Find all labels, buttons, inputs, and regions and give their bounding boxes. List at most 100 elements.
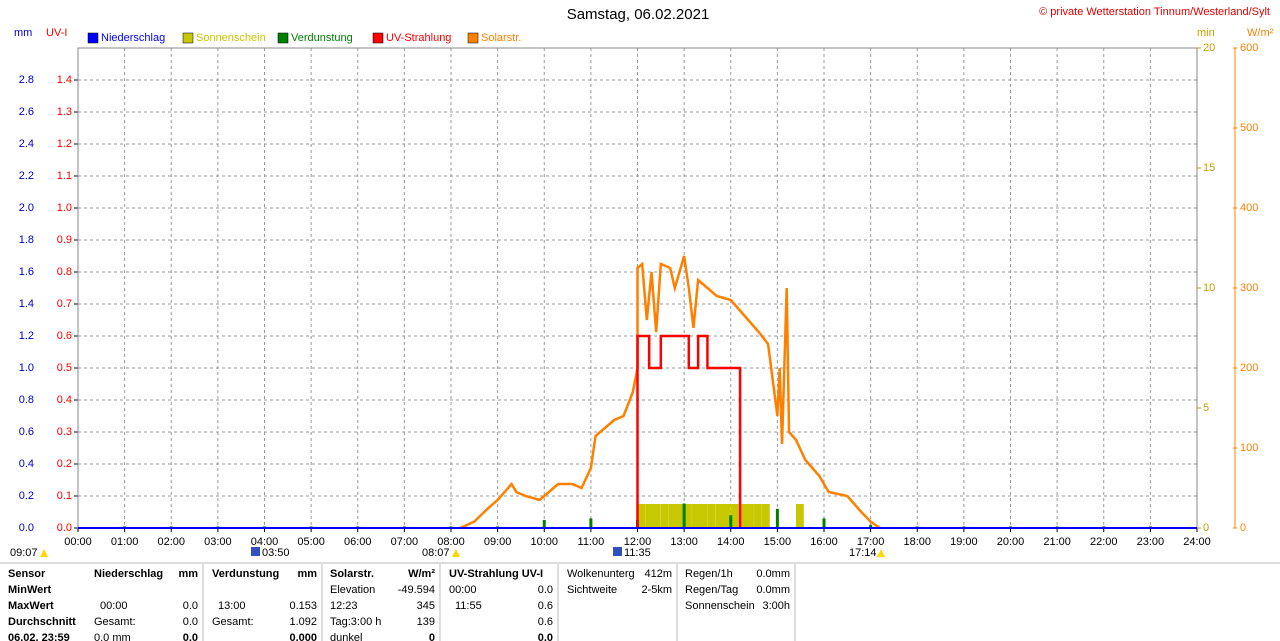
y-tick-label: 0.9 <box>57 234 72 246</box>
table-cell: Elevation <box>330 584 375 596</box>
x-tick-label: 23:00 <box>1137 536 1165 548</box>
table-cell: 0.6 <box>538 616 553 628</box>
table-cell: 2-5km <box>641 584 672 596</box>
table-cell: Solarstr. <box>330 568 374 580</box>
legend-swatch <box>87 32 99 44</box>
sun-icon <box>40 549 48 557</box>
y-tick-label: 300 <box>1240 282 1258 294</box>
annotation: 17:14 <box>849 547 877 559</box>
table-cell: W/m² <box>408 568 435 580</box>
legend-swatch <box>467 32 479 44</box>
table-cell: Gesamt: <box>212 616 254 628</box>
y-tick-label: 2.6 <box>19 106 34 118</box>
bar <box>589 518 593 528</box>
y-tick-label: 0.1 <box>57 490 72 502</box>
table-cell: 0.0mm <box>756 584 790 596</box>
y-tick-label: 10 <box>1203 282 1215 294</box>
table-row-label: 06.02. 23:59 <box>8 632 70 641</box>
axis-unit: UV-I <box>46 27 67 39</box>
table-cell: Gesamt: <box>94 616 136 628</box>
copyright: © private Wetterstation Tinnum/Westerlan… <box>1039 6 1270 18</box>
table-cell: Niederschlag <box>94 568 163 580</box>
table-cell: UV-Strahlung UV-I <box>449 568 543 580</box>
moon-icon <box>613 547 622 556</box>
x-tick-label: 24:00 <box>1183 536 1211 548</box>
legend-label: Solarstr. <box>481 32 521 44</box>
x-tick-label: 18:00 <box>903 536 931 548</box>
legend-swatch <box>182 32 194 44</box>
y-tick-label: 1.2 <box>57 138 72 150</box>
bar <box>796 504 804 528</box>
bar <box>692 504 700 528</box>
annotation: 03:50 <box>262 547 290 559</box>
axis-unit: min <box>1197 27 1215 39</box>
table-cell: 00:00 <box>449 584 477 596</box>
y-tick-label: 1.8 <box>19 234 34 246</box>
axis-unit: mm <box>14 27 32 39</box>
y-tick-label: 1.2 <box>19 330 34 342</box>
bar <box>722 504 731 528</box>
x-tick-label: 07:00 <box>391 536 419 548</box>
annotation: 08:07 <box>422 547 450 559</box>
table-row-label: Durchschnitt <box>8 616 76 628</box>
x-tick-label: 15:00 <box>764 536 792 548</box>
x-tick-label: 00:00 <box>64 536 92 548</box>
table-cell: 139 <box>417 616 435 628</box>
y-tick-label: 0.0 <box>19 522 34 534</box>
y-tick-label: 600 <box>1240 42 1258 54</box>
y-tick-label: 1.1 <box>57 170 72 182</box>
y-tick-label: 0.8 <box>19 394 34 406</box>
y-tick-label: 100 <box>1240 442 1258 454</box>
bar <box>699 504 708 528</box>
table-cell: 0.0 <box>183 632 198 641</box>
bar <box>652 504 661 528</box>
table-cell: -49.594 <box>398 584 435 596</box>
bar <box>676 504 684 528</box>
x-tick-label: 05:00 <box>297 536 325 548</box>
table-cell: 0.0 <box>538 584 553 596</box>
x-tick-label: 22:00 <box>1090 536 1118 548</box>
y-tick-label: 0.4 <box>57 394 72 406</box>
x-tick-label: 03:00 <box>204 536 232 548</box>
bar <box>682 503 686 528</box>
y-tick-label: 0.2 <box>57 458 72 470</box>
y-tick-label: 1.0 <box>19 362 34 374</box>
y-tick-label: 1.6 <box>19 266 34 278</box>
sun-icon <box>877 549 885 557</box>
table-cell: 0.0 mm <box>94 632 131 641</box>
y-tick-label: 2.8 <box>19 74 34 86</box>
x-tick-label: 13:00 <box>670 536 698 548</box>
y-tick-label: 1.3 <box>57 106 72 118</box>
bar <box>668 504 677 528</box>
y-tick-label: 0.0 <box>57 522 72 534</box>
y-tick-label: 0.6 <box>57 330 72 342</box>
y-tick-label: 0.5 <box>57 362 72 374</box>
table-cell: 0.6 <box>538 600 553 612</box>
annotation: 09:07 <box>10 547 38 559</box>
x-tick-label: 16:00 <box>810 536 838 548</box>
table-cell: 0.0mm <box>756 568 790 580</box>
table-cell: Regen/Tag <box>685 584 738 596</box>
table-cell: 1.092 <box>289 616 317 628</box>
table-cell: 412m <box>644 568 672 580</box>
bar <box>715 504 724 528</box>
table-cell: Regen/1h <box>685 568 733 580</box>
table-cell: Tag:3:00 h <box>330 616 381 628</box>
y-tick-label: 2.4 <box>19 138 34 150</box>
y-tick-label: 1.4 <box>19 298 34 310</box>
table-cell: Wolkenunterg <box>567 568 635 580</box>
x-tick-label: 12:00 <box>624 536 652 548</box>
chart-title: Samstag, 06.02.2021 <box>567 6 710 23</box>
x-tick-label: 09:00 <box>484 536 512 548</box>
table-cell: Sichtweite <box>567 584 617 596</box>
y-tick-label: 0 <box>1240 522 1246 534</box>
legend-swatch <box>372 32 384 44</box>
table-cell: 13:00 <box>218 600 246 612</box>
table-cell: 11:55 <box>455 600 482 612</box>
x-tick-label: 06:00 <box>344 536 372 548</box>
table-cell: mm <box>178 568 198 580</box>
table-cell: dunkel <box>330 632 362 641</box>
y-tick-label: 0.4 <box>19 458 34 470</box>
legend-label: Verdunstung <box>291 32 353 44</box>
y-tick-label: 500 <box>1240 122 1258 134</box>
